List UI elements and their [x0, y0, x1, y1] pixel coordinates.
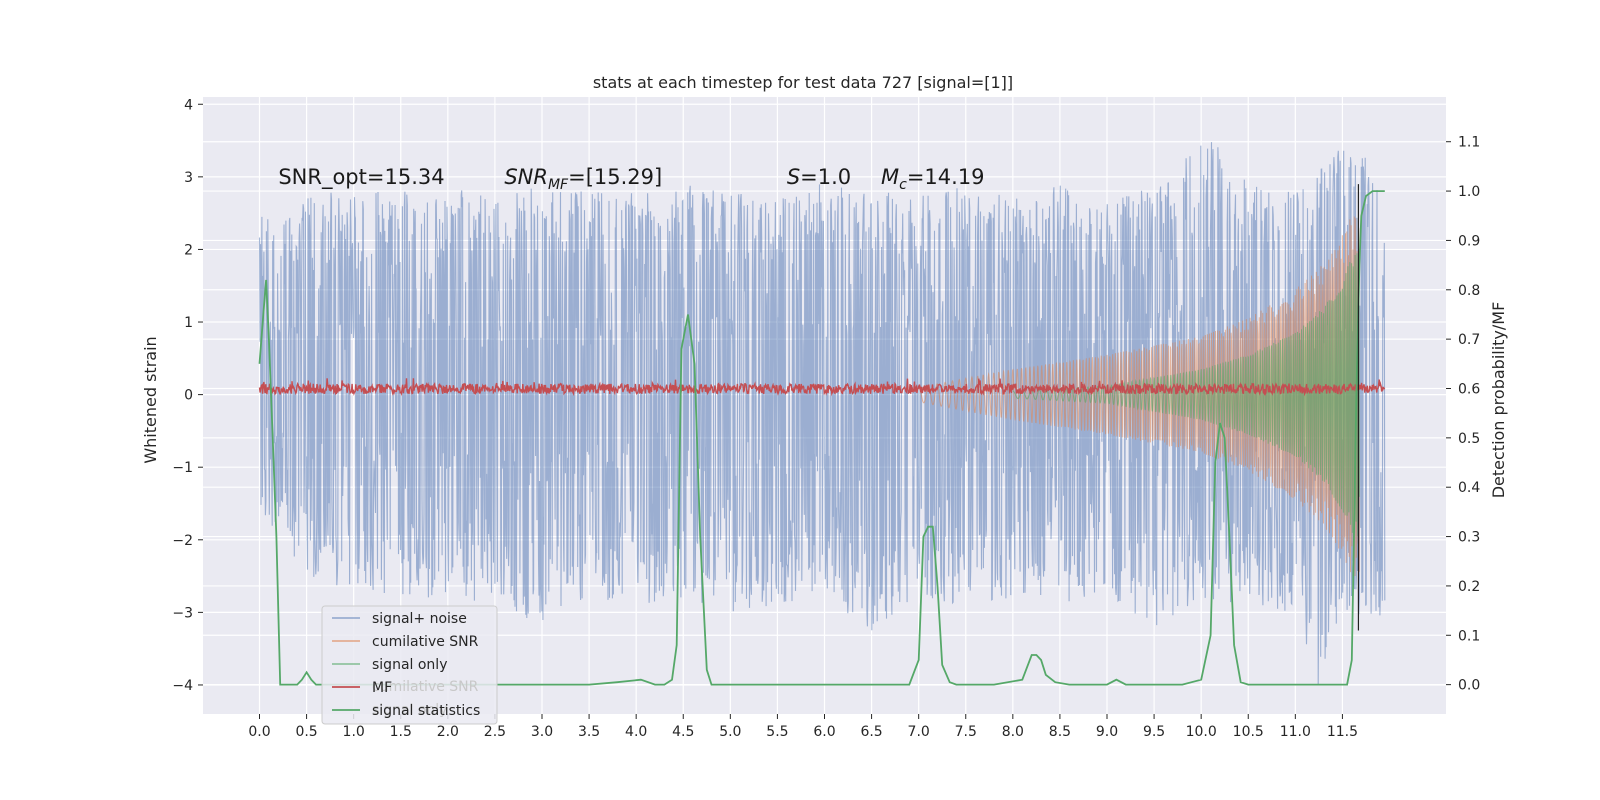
x-tick-label: 3.0: [531, 724, 553, 740]
x-tick-label: 6.0: [813, 724, 835, 740]
x-axis-ticks: 0.0 0.5 1.0 1.5 2.0 2.5 3.0 3.5 4.0 4.5 5.0 5.5 6.0 6…: [248, 714, 1358, 740]
y2-tick-label: 0.5: [1458, 431, 1480, 447]
y2-tick-label: 1.1: [1458, 135, 1480, 151]
y2-tick-label: 0.7: [1458, 332, 1480, 348]
y-tick-label: 0: [184, 388, 193, 404]
x-tick-label: 10.0: [1186, 724, 1217, 740]
legend: cumilative SNR signal only signal+ noise cu…: [321, 605, 498, 725]
y2-tick-label: 0.4: [1458, 480, 1480, 496]
y-tick-label: −4: [172, 678, 193, 694]
x-tick-label: 3.5: [578, 724, 600, 740]
annotation-1: SNRMF=[15.29]: [504, 165, 662, 193]
y2-tick-label: 0.1: [1458, 628, 1480, 644]
x-tick-label: 4.5: [672, 724, 694, 740]
y2-axis-label: Detection probability/MF: [1489, 302, 1508, 499]
legend-label: signal statistics: [372, 703, 480, 719]
y2-tick-label: 0.8: [1458, 283, 1480, 299]
x-tick-label: 5.5: [766, 724, 788, 740]
y-tick-label: −1: [172, 460, 193, 476]
x-tick-label: 7.0: [908, 724, 930, 740]
x-tick-label: 2.5: [484, 724, 506, 740]
y2-tick-label: 0.0: [1458, 678, 1480, 694]
y2-axis-ticks: 1.1 1.0 0.9 0.8 0.7 0.6 0.5 0.4 0.3 0.2 0.1 0.0: [1446, 135, 1480, 694]
x-tick-label: 10.5: [1233, 724, 1264, 740]
y2-tick-label: 0.3: [1458, 530, 1480, 546]
y-tick-label: 4: [184, 97, 193, 113]
x-tick-label: 5.0: [719, 724, 741, 740]
annotation-3: Mc=14.19: [881, 165, 985, 193]
x-tick-label: 0.0: [248, 724, 270, 740]
legend-label: cumilative SNR: [372, 634, 479, 650]
y-tick-label: 2: [184, 242, 193, 258]
legend-ghost-label: signal only: [372, 702, 447, 718]
legend-box: [321, 605, 498, 725]
series-signal-only: [1012, 253, 1360, 537]
x-tick-label: 2.0: [437, 724, 459, 740]
y-tick-label: −2: [172, 533, 193, 549]
y-axis-label: Whitened strain: [141, 336, 160, 463]
x-tick-label: 9.5: [1143, 724, 1165, 740]
x-tick-label: 4.0: [625, 724, 647, 740]
x-tick-label: 8.0: [1002, 724, 1024, 740]
x-tick-label: 8.5: [1049, 724, 1071, 740]
series-signal-noise: [258, 142, 1386, 685]
legend-ghost-label: cumilative SNR: [372, 679, 479, 695]
annotation-0: SNR_opt=15.34: [278, 165, 444, 190]
x-tick-label: 9.0: [1096, 724, 1118, 740]
legend-label: signal+ noise: [372, 611, 467, 627]
y2-tick-label: 0.9: [1458, 233, 1480, 249]
x-tick-label: 0.5: [295, 724, 317, 740]
x-tick-label: 11.0: [1280, 724, 1311, 740]
legend-label: MF: [372, 680, 392, 696]
annotations: SNR_opt=15.34 SNRMF=[15.29] S=1.0 Mc=14.19: [278, 165, 984, 193]
y-tick-label: 1: [184, 315, 193, 331]
x-tick-label: 11.5: [1327, 724, 1358, 740]
x-tick-label: 6.5: [860, 724, 882, 740]
y2-tick-label: 0.2: [1458, 579, 1480, 595]
y-axis-ticks: 4 3 2 1 0 −1 −2 −3 −4: [172, 97, 203, 694]
y-tick-label: −3: [172, 605, 193, 621]
x-tick-label: 1.0: [343, 724, 365, 740]
annotation-2: S=1.0: [787, 165, 851, 189]
y2-tick-label: 1.0: [1458, 184, 1480, 200]
x-tick-label: 1.5: [390, 724, 412, 740]
series-mf: [258, 378, 1386, 397]
legend-label: signal only: [372, 657, 447, 673]
y2-tick-label: 0.6: [1458, 381, 1480, 397]
x-tick-label: 7.5: [955, 724, 977, 740]
y-tick-label: 3: [184, 170, 193, 186]
chart-title: stats at each timestep for test data 727…: [593, 73, 1013, 92]
